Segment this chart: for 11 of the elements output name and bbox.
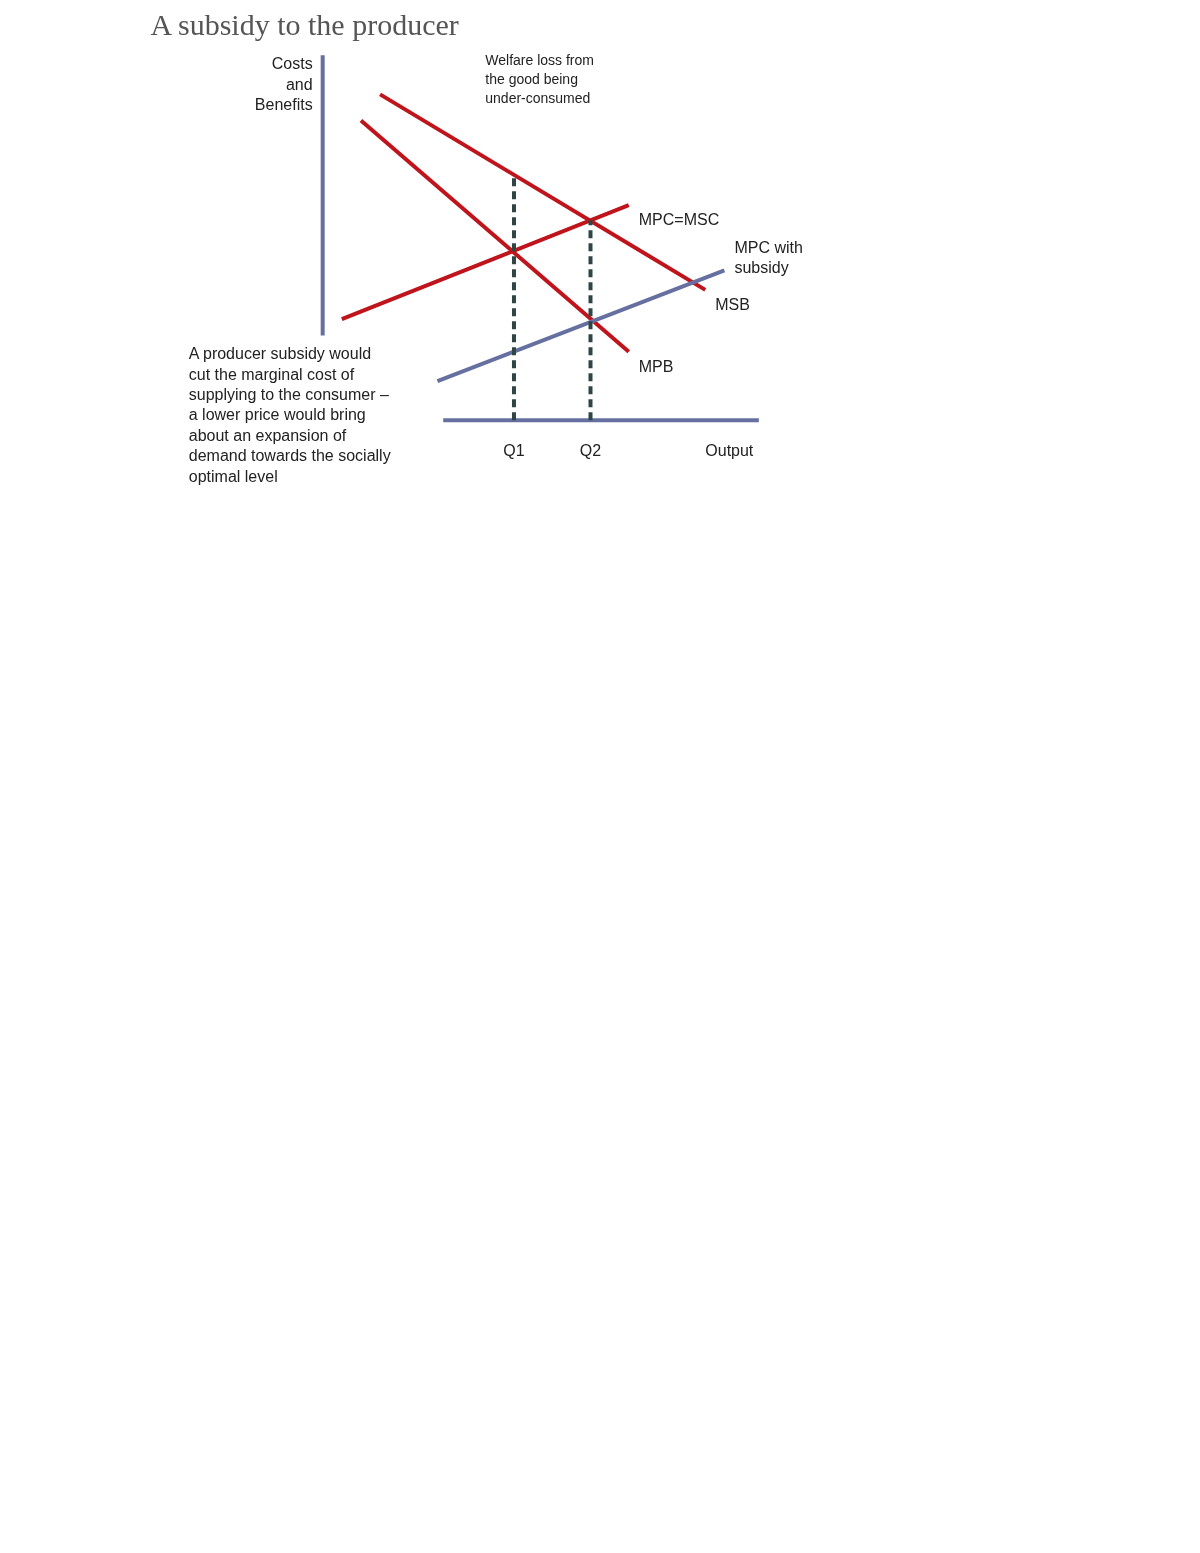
y-axis-title: Costs and Benefits	[254, 55, 313, 114]
series-label: MPB	[638, 357, 674, 375]
x-tick-label: Q2	[579, 442, 602, 460]
annotation: Welfare loss from the good being under-consumed	[485, 52, 594, 107]
series-label: MPC=MSC	[638, 211, 720, 229]
x-tick-label: Q1	[503, 442, 525, 460]
x-axis-title: Output	[705, 442, 754, 460]
annotation: A producer subsidy would cut the marginal cost of supplying to the consumer – a lower price would bring about an expansion of demand towards the socially optimal level	[188, 345, 391, 485]
chart-title: A subsidy to the producer	[150, 7, 459, 41]
series-label: MSB	[715, 295, 750, 313]
series-label: MPC with subsidy	[734, 238, 803, 277]
